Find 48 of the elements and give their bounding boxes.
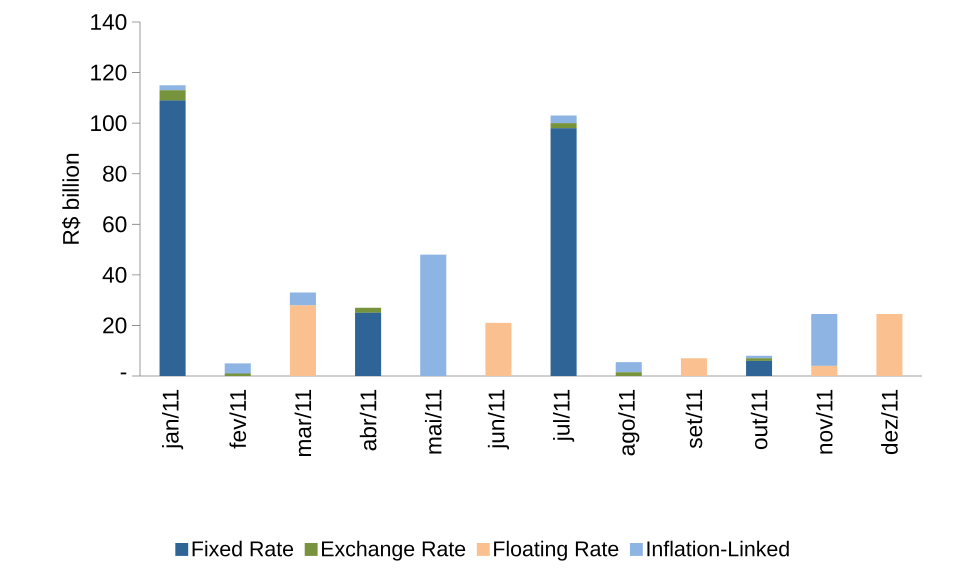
- bar: [160, 90, 186, 100]
- x-tick-label: set/11: [686, 390, 702, 448]
- bar: [746, 360, 772, 376]
- x-tick-label: nov/11: [816, 390, 833, 454]
- bar: [550, 128, 577, 376]
- x-tick-label: jun/11: [488, 390, 509, 450]
- bar: [355, 308, 382, 313]
- y-tick-label: -: [120, 372, 126, 374]
- bar: [420, 254, 446, 376]
- bar: [160, 85, 186, 90]
- legend-label: Exchange Rate: [322, 540, 466, 561]
- x-tick-label: mar/11: [294, 390, 312, 456]
- y-tick-label: 60: [103, 216, 126, 232]
- bar: [290, 292, 316, 306]
- y-tick-label: 100: [91, 115, 126, 132]
- bar: [160, 100, 186, 376]
- bar: [746, 356, 772, 358]
- y-tick-label: 80: [103, 166, 126, 182]
- y-tick-label: 20: [103, 317, 126, 334]
- x-tick-label: jul/11: [553, 390, 574, 442]
- y-tick-label: 120: [91, 64, 126, 81]
- bar: [876, 314, 902, 376]
- bar: [224, 373, 251, 376]
- bar: [811, 366, 838, 376]
- x-tick-label: dez/11: [881, 390, 898, 454]
- y-tick-label: 140: [91, 14, 126, 30]
- bar: [224, 363, 251, 374]
- x-tick-label: out/11: [750, 390, 768, 450]
- x-tick-label: jan/11: [162, 390, 184, 450]
- bar: [746, 358, 772, 361]
- bar: [485, 322, 512, 376]
- x-tick-label: mai/11: [424, 390, 442, 454]
- legend-label: Fixed Rate: [192, 540, 294, 556]
- bar: [680, 358, 707, 376]
- y-axis-title: R$ billion: [62, 154, 80, 244]
- bar: [616, 362, 642, 372]
- bar: [616, 372, 642, 376]
- legend-label: Inflation-Linked: [647, 540, 789, 556]
- x-tick-label: ago/11: [618, 390, 640, 456]
- x-tick-label: fev/11: [229, 390, 246, 448]
- bar: [550, 123, 577, 128]
- bar: [290, 305, 316, 376]
- x-tick-label: abr/11: [360, 390, 376, 450]
- bar: [550, 116, 577, 124]
- bar: [811, 314, 838, 366]
- y-tick-label: 40: [102, 266, 126, 283]
- legend-label: Floating Rate: [494, 540, 618, 561]
- bar: [355, 312, 382, 376]
